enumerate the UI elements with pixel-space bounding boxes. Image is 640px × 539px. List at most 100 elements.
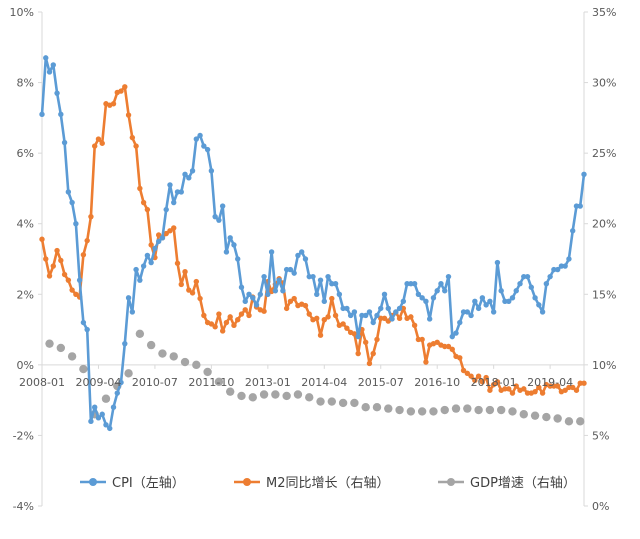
m2-point [118,88,124,94]
m2-point [509,390,516,396]
gdp-point [101,394,111,403]
m2-point [411,322,418,329]
cpi-point [442,288,448,294]
gdp-point [169,352,178,361]
cpi-point [125,295,132,301]
m2-point [415,336,422,343]
m2-point [351,331,358,337]
cpi-point [506,298,512,305]
gdp-point [225,387,235,396]
legend-swatch-marker [243,478,251,486]
left-axis-tick-label: -2% [13,429,34,442]
right-axis-tick-label: 15% [592,288,616,301]
cpi-point [340,305,346,312]
cpi-point [231,242,237,248]
m2-point [487,387,493,393]
gdp-point [67,352,77,361]
m2-point [321,316,327,323]
cpi-point [287,266,294,273]
m2-point [50,263,56,269]
gdp-point [463,404,472,413]
cpi-point [536,302,542,308]
cpi-point [163,206,169,213]
m2-point [246,312,252,319]
cpi-point [415,291,422,297]
m2-point [88,213,94,220]
m2-point [460,367,467,374]
cpi-point [438,281,444,287]
m2-point [122,84,128,90]
cpi-point [483,302,489,308]
cpi-point [393,309,399,315]
cpi-point [581,171,587,178]
left-axis-tick-label: 2% [17,288,34,301]
series-layer [39,55,587,432]
cpi-point [490,309,497,315]
cpi-point [238,284,245,290]
gdp-point [135,329,145,339]
m2-point [65,277,72,283]
legend-item-cpi: CPI（左轴） [80,476,185,491]
right-axis-tick-label: 35% [592,6,616,19]
axes-layer [38,11,588,507]
m2-point [171,225,177,231]
m2-point [539,390,546,396]
cpi-point [457,319,463,326]
gdp-point [384,404,393,413]
legend-swatch-marker [89,478,97,486]
m2-point [355,350,361,357]
cpi-point [396,305,403,312]
cpi-point [46,69,53,75]
cpi-point [532,295,538,301]
m2-point [61,271,68,278]
gdp-point [214,377,224,386]
m2-point [144,206,151,213]
cpi-point [110,404,117,410]
cpi-point [374,312,380,319]
m2-point [317,332,324,338]
left-axis-tick-label: 0% [17,359,34,372]
m2-point [532,388,538,395]
cpi-point [423,298,429,305]
cpi-point [69,199,75,206]
m2-point [212,324,218,330]
cpi-point [257,291,264,297]
m2-point [46,273,53,279]
m2-point [223,319,230,326]
m2-point [494,379,501,385]
m2-point [69,287,75,293]
gdp-point [350,398,359,408]
cpi-point [178,189,184,195]
cpi-point [430,295,437,301]
m2-point [186,287,192,293]
cpi-point [302,256,309,262]
m2-point [80,252,87,258]
x-axis-tick-label: 2010-07 [132,376,178,389]
cpi-point [521,273,527,280]
right-axis-tick-label: 30% [592,77,616,90]
cpi-point [137,277,143,283]
cpi-point [250,295,256,301]
m2-point [521,386,527,392]
gdp-point [406,407,416,416]
gdp-point [248,393,257,402]
m2-point [314,315,320,321]
gdp-point [417,407,427,416]
left-axis-tick-label: 10% [10,6,34,19]
cpi-point [487,298,493,305]
gdp-point [485,405,495,415]
m2-point [133,143,139,149]
cpi-point [400,298,407,305]
m2-point [524,390,531,396]
cpi-point [246,291,252,297]
cpi-point [472,298,478,305]
m2-point [95,136,102,142]
cpi-point [80,319,87,326]
m2-point [227,314,233,320]
cpi-point [43,55,49,61]
cpi-point [419,295,425,301]
gdp-point [271,390,280,399]
cpi-point [366,309,373,315]
cpi-point [193,136,200,142]
cpi-point [265,291,271,297]
